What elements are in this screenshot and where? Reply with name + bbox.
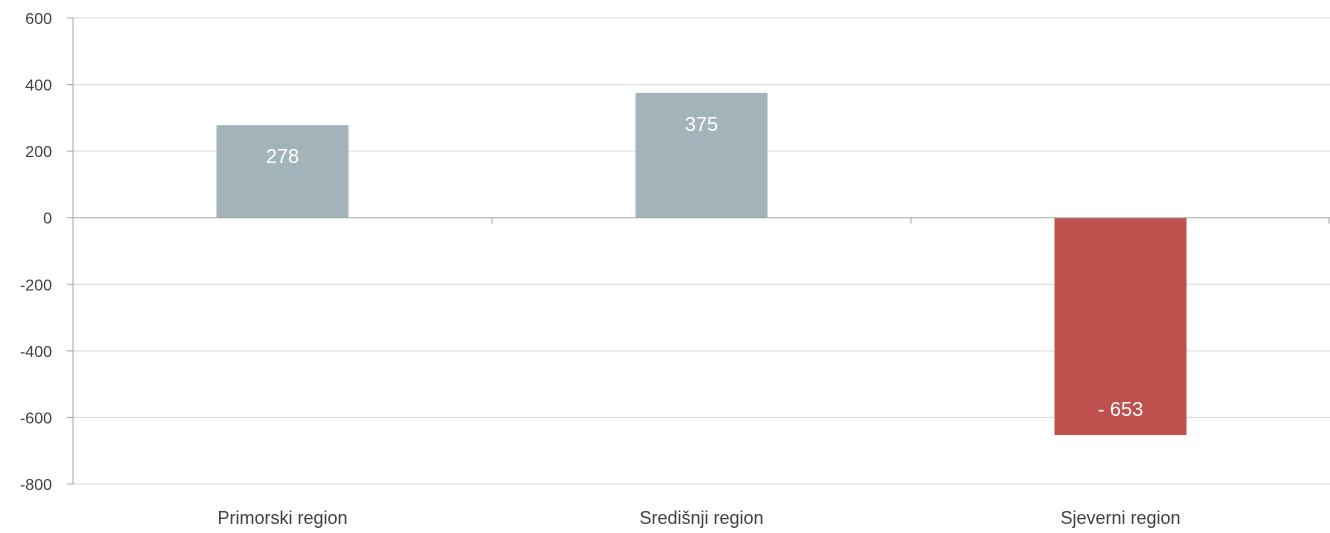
data-labels: 278 375 - 653 bbox=[266, 114, 1143, 421]
axes bbox=[67, 17, 1330, 485]
bar bbox=[1054, 217, 1187, 436]
y-tick-label: 0 bbox=[43, 211, 52, 228]
y-tick-labels: 600 400 200 0 -200 -400 -600 -800 bbox=[20, 11, 52, 494]
data-label: - 653 bbox=[1098, 399, 1144, 421]
data-label: 278 bbox=[266, 146, 299, 168]
data-label: 375 bbox=[685, 114, 718, 136]
y-tick-label: 600 bbox=[25, 11, 52, 28]
bar bbox=[635, 92, 768, 218]
y-tick-label: 200 bbox=[25, 144, 52, 161]
y-tick-label: -200 bbox=[20, 277, 52, 294]
bar bbox=[216, 125, 349, 218]
y-tick-label: -400 bbox=[20, 344, 52, 361]
bars bbox=[216, 92, 1187, 436]
y-tick-label: -600 bbox=[20, 410, 52, 427]
category-label: Primorski region bbox=[217, 508, 347, 528]
category-label: Sjeverni region bbox=[1060, 508, 1180, 528]
category-labels: Primorski region Središnji region Sjeverni… bbox=[217, 508, 1180, 528]
y-tick-label: 400 bbox=[25, 78, 52, 95]
category-label: Središnji region bbox=[639, 508, 763, 528]
y-tick-label: -800 bbox=[20, 477, 52, 494]
